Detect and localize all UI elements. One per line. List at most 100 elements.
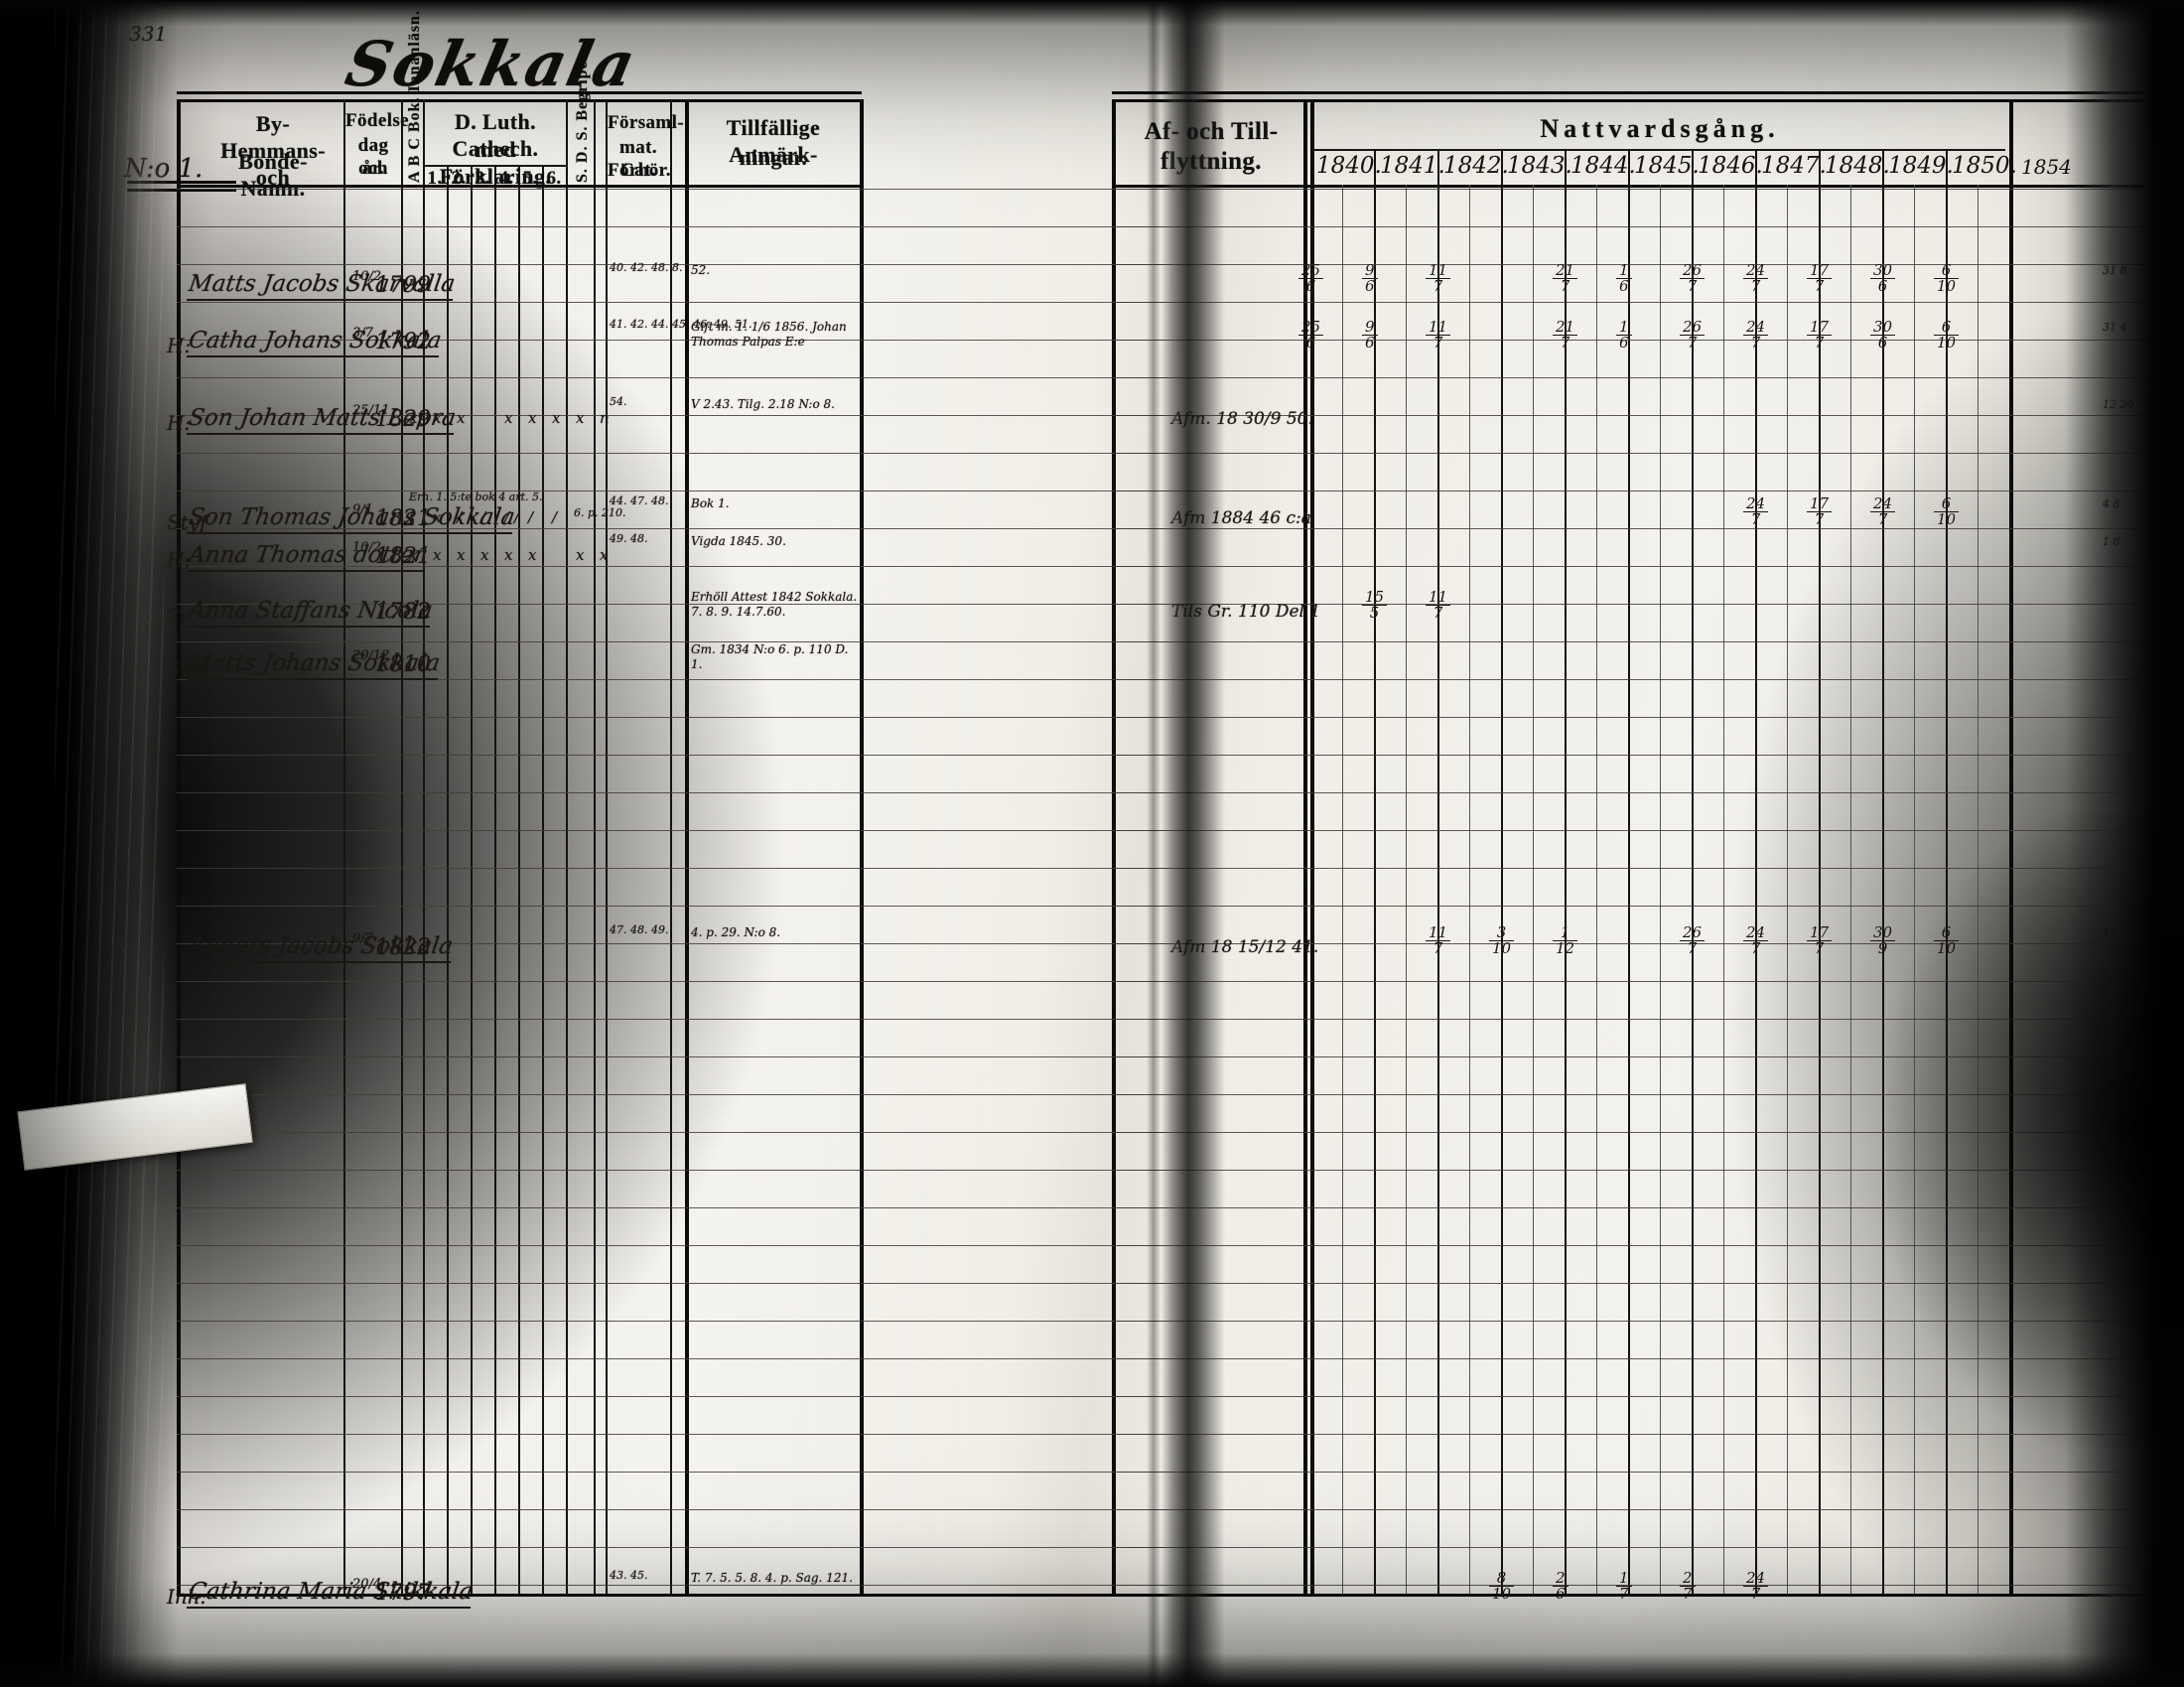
row-rule <box>1112 1547 2179 1548</box>
row-rule <box>177 1056 1191 1057</box>
communion-4-1849: 24 7 <box>1870 496 1896 527</box>
row-rule <box>1112 1283 2179 1284</box>
communion-2-1847: 24 7 <box>1743 320 1769 351</box>
entry-birth-year-9: 1797 <box>375 1581 431 1606</box>
entry-catech-mark-3-6: x <box>528 409 537 427</box>
row-rule <box>1112 755 2179 756</box>
communion-1-1842: 11 7 <box>1426 263 1451 294</box>
row-rule <box>1112 792 2179 793</box>
row-rule <box>177 453 1191 454</box>
entry-remarks-3: V 2.43. Tilg. 2.18 N:o 8. <box>691 397 835 411</box>
row-rule <box>177 641 1191 642</box>
row-rule <box>177 1547 1191 1548</box>
entry-catech-mark-4-1: i <box>409 508 414 526</box>
communion-2-1846: 26 7 <box>1680 320 1706 351</box>
row-rule <box>1112 1358 2179 1359</box>
entry-catech-mark-5-9: x <box>600 546 609 564</box>
communion-1-1847: 24 7 <box>1743 263 1769 294</box>
row-rule <box>1112 1207 2179 1208</box>
row-rule <box>1112 566 2179 567</box>
entry-catech-mark-3-5: x <box>504 409 513 427</box>
year-col-1847: 1847. <box>1761 153 1827 179</box>
row-rule <box>1112 906 2179 907</box>
row-rule <box>177 906 1191 907</box>
header-remarks-line2: ningar. <box>739 145 808 170</box>
entry-name-9: Cathrina Maria Skikkala <box>186 1579 476 1609</box>
communion-8-1844: 1 12 <box>1553 925 1578 956</box>
row-rule <box>177 1019 1191 1020</box>
row-rule <box>1112 1509 2179 1510</box>
communion-1-1846: 26 7 <box>1680 263 1706 294</box>
entry-birth-date-4: 9/1 <box>352 502 373 517</box>
entry-remarks-6: Erhöll Attest 1842 Sokkala. 7. 8. 9. 14.… <box>691 590 858 619</box>
row-rule <box>1112 377 2179 378</box>
row-rule <box>177 1358 1191 1359</box>
communion-4-1850: 6 10 <box>1934 496 1960 527</box>
catech-col-2: 2. <box>451 168 467 189</box>
row-rule <box>177 1170 1191 1171</box>
header-names-line2: Bonde-Namn. <box>238 149 308 201</box>
row-rule <box>1112 415 2179 416</box>
margin-year: 1854 <box>2021 155 2072 179</box>
row-rule <box>177 1132 1191 1133</box>
row-rule <box>1112 340 2179 341</box>
row-rule <box>1112 528 2179 529</box>
row-rule <box>1112 1056 2179 1057</box>
entry-remarks-2: Gift m. 1. 1/6 1856. Johan Thomas Palpas… <box>691 320 847 349</box>
row-rule <box>1112 453 2179 454</box>
year-col-1849: 1849. <box>1888 153 1954 179</box>
row-rule <box>177 1321 1191 1322</box>
row-rule <box>1112 1245 2179 1246</box>
catech-col-4: 4. <box>498 168 514 189</box>
communion-9-1843: 8 10 <box>1489 1571 1515 1602</box>
communion-8-1846: 26 7 <box>1680 925 1706 956</box>
row-rule <box>1112 1585 2179 1586</box>
row-rule <box>1112 641 2179 642</box>
communion-2-1840: 25 6 <box>1298 320 1324 351</box>
communion-8-1848: 17 7 <box>1807 925 1833 956</box>
row-rule <box>1112 943 2179 944</box>
header-birth-line2: dag och <box>357 135 389 180</box>
row-rule <box>1112 491 2179 492</box>
row-rule <box>177 1283 1191 1284</box>
year-col-1840: 1840. <box>1316 153 1382 179</box>
row-rule <box>1112 679 2179 680</box>
catech-col-1: 1. <box>427 168 443 189</box>
communion-2-1844: 21 7 <box>1553 320 1578 351</box>
communion-1-1849: 30 6 <box>1870 263 1896 294</box>
entry-birth-year-5: 1821 <box>375 544 431 569</box>
entry-catech-note-4: Erh. 1. 5:te bok 4 art. 5. <box>409 491 543 503</box>
row-rule <box>1112 1396 2179 1397</box>
row-rule <box>177 1509 1191 1510</box>
row-rule <box>177 189 1191 190</box>
table-bottom-rule <box>1112 1594 2179 1597</box>
row-rule <box>177 491 1191 492</box>
row-rule <box>1112 264 2179 265</box>
header-catechism-line1: D. Luth. Cathech. <box>452 109 539 161</box>
entry-birth-date-7: 29/12 <box>352 648 390 663</box>
entry-catech-mark-5-8: x <box>576 546 585 564</box>
entry-catech-mark-5-3: x <box>457 546 466 564</box>
left-streak-artifact <box>55 0 164 1687</box>
row-rule <box>177 717 1191 718</box>
entry-catech-mark-4-7: / <box>552 508 558 526</box>
entry-birth-date-2: 3/7 <box>352 326 373 341</box>
entry-catech-mark-5-1: x <box>409 546 418 564</box>
row-rule <box>1112 868 2179 869</box>
communion-8-1843: 3 10 <box>1489 925 1515 956</box>
year-col-1845: 1845. <box>1634 153 1700 179</box>
row-rule <box>177 1434 1191 1435</box>
header-birth-line1: Födelse <box>345 110 410 131</box>
communion-4-1848: 17 7 <box>1807 496 1833 527</box>
entry-catech-mark-4-2: x <box>433 508 442 526</box>
entry-parish-notes-2: 41. 42. 44. 45. 46. 49. 51. <box>610 318 752 331</box>
row-rule <box>177 981 1191 982</box>
row-rule <box>177 604 1191 605</box>
entry-birth-date-8: 9/7 <box>352 931 373 946</box>
row-rule <box>1112 1132 2179 1133</box>
